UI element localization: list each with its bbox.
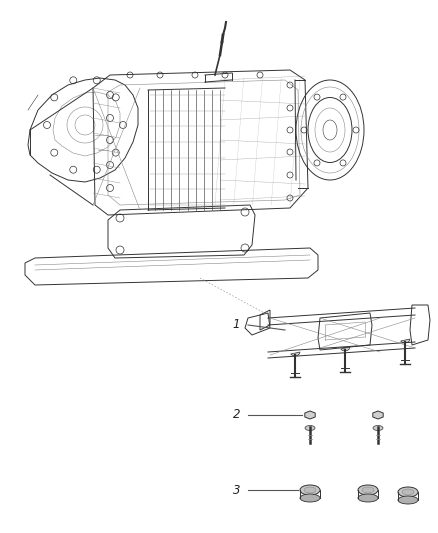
Ellipse shape [358,494,378,502]
Polygon shape [373,411,383,419]
Ellipse shape [304,487,316,493]
Ellipse shape [300,494,320,502]
Polygon shape [291,352,300,356]
Ellipse shape [362,487,374,493]
Ellipse shape [402,489,414,495]
Ellipse shape [300,485,320,495]
Text: 1: 1 [233,319,240,332]
Ellipse shape [373,425,383,431]
Polygon shape [341,347,350,351]
Polygon shape [401,339,410,343]
Text: 3: 3 [233,483,240,497]
Ellipse shape [398,496,418,504]
Ellipse shape [305,425,315,431]
Ellipse shape [358,485,378,495]
Text: 2: 2 [233,408,240,422]
Polygon shape [305,411,315,419]
Ellipse shape [398,487,418,497]
